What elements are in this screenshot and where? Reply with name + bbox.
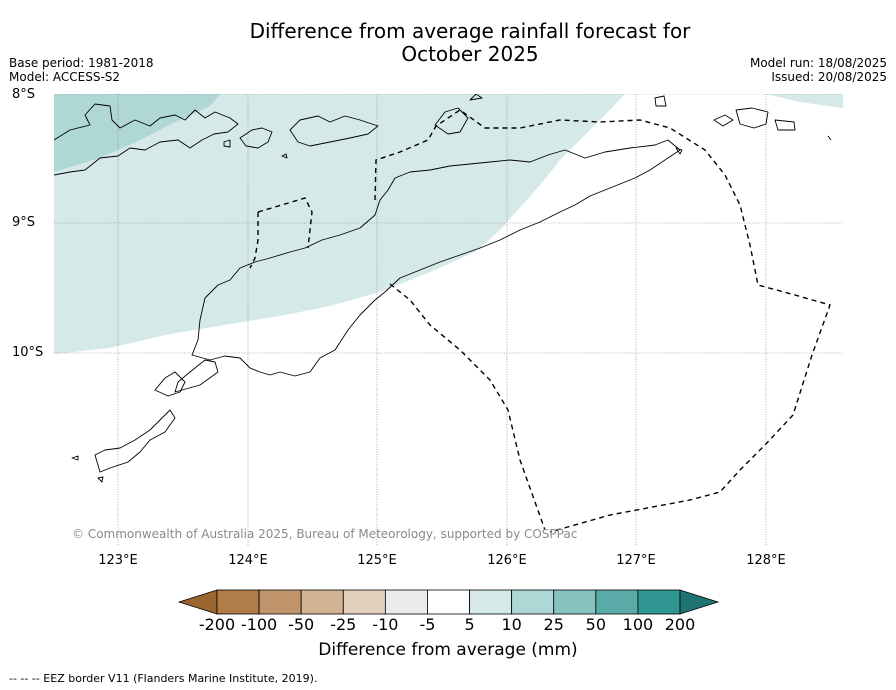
colorbar-tick-label: -200	[198, 615, 236, 634]
coast-ne-isle-5	[827, 135, 832, 141]
coastlines	[54, 94, 832, 483]
title-line-1: Difference from average rainfall forecas…	[249, 19, 691, 43]
colorbar-tick-label: 50	[585, 615, 606, 634]
coast-rote	[154, 371, 186, 397]
copyright-notice: © Commonwealth of Australia 2025, Bureau…	[72, 527, 578, 541]
colorbar-tick-label: 25	[543, 615, 564, 634]
colorbar-swatch	[553, 589, 597, 615]
eez-border-south	[389, 283, 546, 531]
coast-small-isle-2	[281, 153, 288, 159]
colorbar-swatch	[637, 589, 681, 615]
colorbar-tick-labels: -200 -100 -50 -25 -10 -5 5 10 25 50 100 200	[0, 615, 896, 635]
eez-footnote: -- -- -- EEZ border V11 (Flanders Marine…	[9, 672, 318, 685]
lon-label-125e: 125°E	[357, 553, 397, 568]
anomaly-band-10-25	[54, 94, 220, 172]
colorbar-tick-label: -50	[288, 615, 315, 634]
coast-pantar	[239, 127, 273, 149]
base-period-text: Base period: 1981-2018	[9, 56, 154, 70]
coast-ne-isle-3	[735, 107, 769, 129]
colorbar-extend-low	[177, 589, 218, 615]
lon-label-124e: 124°E	[228, 553, 268, 568]
coast-ne-isle-2	[713, 114, 734, 127]
colorbar-tick-label: -5	[419, 615, 436, 634]
eez-border	[249, 109, 831, 533]
coast-small-isle-4	[97, 476, 104, 483]
gridlines	[54, 94, 843, 546]
colorbar-swatch	[300, 589, 344, 615]
anomaly-band-5-10	[54, 94, 625, 354]
colorbar-label: Difference from average (mm)	[318, 640, 578, 660]
colorbar-swatch	[427, 589, 470, 615]
eez-border-enclave-top	[257, 197, 313, 249]
lon-label-127e: 127°E	[616, 553, 656, 568]
map-title: Difference from average rainfall forecas…	[200, 20, 740, 66]
colorbar-swatch	[469, 589, 513, 615]
colorbar-extend-high	[679, 589, 720, 615]
meta-left: Base period: 1981-2018 Model: ACCESS-S2	[9, 56, 154, 84]
colorbar-tick-label: 5	[464, 615, 475, 634]
lat-label-9s: 9°S	[12, 215, 36, 230]
coast-ne-isle-4	[774, 119, 796, 131]
lon-label-128e: 128°E	[746, 553, 786, 568]
colorbar-tick-label: -25	[330, 615, 357, 634]
coast-small-isle-3	[71, 455, 79, 461]
colorbar-swatch	[342, 589, 386, 615]
colorbar-swatch	[511, 589, 555, 615]
coast-savu-chain	[94, 409, 176, 473]
model-run-text: Model run: 18/08/2025	[749, 56, 887, 70]
coast-small-isle-1	[223, 139, 231, 148]
colorbar-swatch	[216, 589, 260, 615]
issued-text: Issued: 20/08/2025	[771, 70, 887, 84]
anomaly-band-5-10-ne	[765, 94, 843, 108]
coast-alor	[289, 115, 379, 147]
map-area	[54, 94, 843, 546]
colorbar-swatch	[258, 589, 302, 615]
coast-timor	[191, 139, 681, 377]
eez-border-north	[374, 109, 831, 533]
colorbar-tick-label: -10	[372, 615, 399, 634]
lat-label-10s: 10°S	[12, 345, 44, 360]
eez-border-enclave	[249, 212, 259, 269]
colorbar-swatch	[384, 589, 428, 615]
colorbar-tick-label: -100	[240, 615, 278, 634]
model-text: Model: ACCESS-S2	[9, 70, 121, 84]
colorbar-tick-label: 200	[664, 615, 696, 634]
lon-label-126e: 126°E	[487, 553, 527, 568]
lon-label-123e: 123°E	[98, 553, 138, 568]
title-line-2: October 2025	[401, 42, 539, 66]
coast-semau	[174, 359, 219, 393]
coast-atauro	[469, 94, 483, 101]
meta-right: Model run: 18/08/2025 Issued: 20/08/2025	[750, 56, 887, 84]
coast-wetar	[434, 107, 469, 135]
coast-jaco	[675, 147, 683, 155]
coast-flores-alor	[54, 103, 239, 176]
coast-ne-isle-1	[654, 95, 667, 107]
colorbar-tick-label: 100	[622, 615, 654, 634]
colorbar-swatch	[595, 589, 639, 615]
colorbar	[177, 589, 720, 615]
lat-label-8s: 8°S	[12, 87, 36, 102]
colorbar-tick-label: 10	[501, 615, 522, 634]
